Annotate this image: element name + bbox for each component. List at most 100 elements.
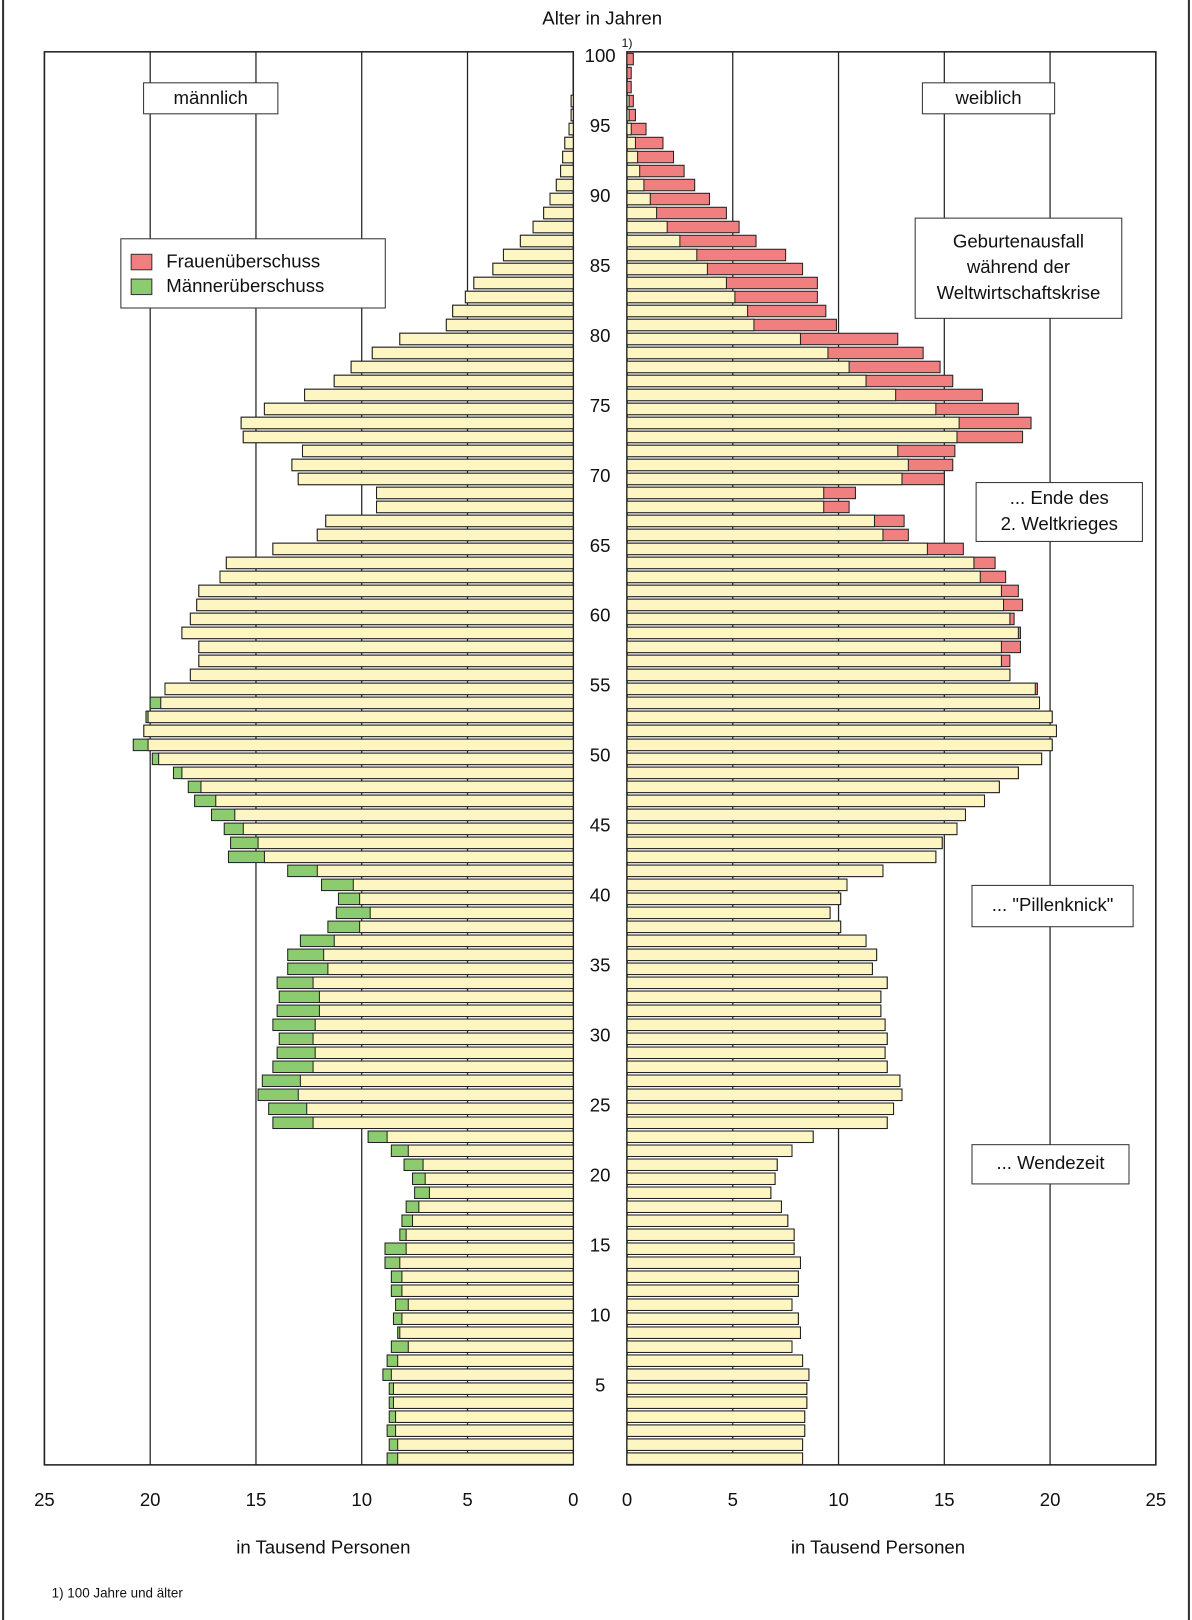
male-common-part	[422, 1158, 574, 1172]
female-common-part	[626, 668, 1011, 682]
female-common-part	[626, 780, 1000, 794]
female-common-part	[626, 430, 958, 444]
female-common-part	[626, 528, 884, 542]
female-common-part	[626, 220, 668, 234]
female-common-part	[626, 556, 975, 570]
side-label-box	[143, 82, 279, 115]
female-common-part	[626, 290, 736, 304]
male-common-part	[312, 1116, 574, 1130]
female-common-part	[626, 500, 825, 514]
female-common-part	[626, 584, 1002, 598]
male-common-part	[359, 892, 574, 906]
female-common-part	[626, 402, 937, 416]
legend-swatch	[130, 278, 153, 296]
male-common-part	[263, 402, 574, 416]
male-common-part	[306, 1102, 574, 1116]
female-common-part	[626, 864, 884, 878]
x-axis-label: in Tausend Personen	[236, 1536, 410, 1557]
male-common-part	[312, 1060, 574, 1074]
male-common-part	[445, 318, 574, 332]
age-tick-label: 75	[590, 395, 611, 416]
male-common-part	[189, 668, 574, 682]
female-common-part	[626, 542, 928, 556]
female-common-part	[626, 794, 986, 808]
male-common-part	[352, 878, 574, 892]
male-common-part	[401, 1312, 574, 1325]
side-label: weiblich	[954, 87, 1021, 108]
female-common-part	[626, 1368, 810, 1381]
age-tick-label: 70	[590, 465, 611, 486]
footnote-marker: 1)	[621, 36, 632, 50]
male-common-part	[312, 1032, 574, 1046]
female-common-part	[626, 1158, 778, 1172]
male-common-part	[316, 528, 574, 542]
male-common-part	[532, 220, 574, 234]
male-common-part	[316, 864, 574, 878]
male-common-part	[376, 486, 574, 500]
male-common-part	[200, 780, 574, 794]
age-tick-label: 25	[590, 1095, 611, 1116]
male-common-part	[147, 738, 574, 752]
female-common-part	[626, 626, 1019, 640]
female-bar	[626, 80, 632, 94]
male-common-part	[242, 822, 574, 836]
female-common-part	[626, 1144, 793, 1158]
female-common-part	[626, 360, 850, 374]
male-common-part	[418, 1200, 574, 1214]
age-tick-label: 10	[590, 1305, 611, 1326]
female-common-part	[626, 1018, 886, 1032]
female-common-part	[626, 1004, 882, 1018]
male-common-part	[215, 794, 574, 808]
legend-label: Männerüberschuss	[166, 275, 324, 296]
male-common-part	[424, 1172, 574, 1186]
male-common-part	[401, 1270, 574, 1283]
female-common-part	[626, 1326, 801, 1339]
side-label: männlich	[174, 87, 248, 108]
male-common-part	[333, 374, 574, 388]
female-common-part	[626, 906, 831, 920]
female-common-part	[626, 1046, 886, 1060]
annotation-text: Weltwirtschaftskrise	[937, 282, 1101, 303]
female-common-part	[626, 486, 825, 500]
male-common-part	[181, 626, 574, 640]
male-common-part	[392, 1382, 574, 1395]
age-tick-label: 80	[590, 325, 611, 346]
male-common-part	[399, 1256, 574, 1269]
female-common-part	[626, 850, 937, 864]
male-common-part	[386, 1130, 574, 1144]
annotation-box	[971, 1144, 1130, 1185]
male-common-part	[549, 192, 574, 206]
male-common-part	[240, 416, 574, 430]
male-common-part	[196, 598, 574, 612]
female-common-part	[626, 976, 888, 990]
female-common-part	[626, 1312, 799, 1325]
female-common-part	[626, 710, 1053, 724]
male-common-part	[564, 136, 574, 150]
age-tick-label: 55	[590, 675, 611, 696]
female-common-part	[626, 458, 909, 472]
male-common-part	[272, 542, 574, 556]
female-common-part	[626, 248, 698, 262]
male-common-part	[560, 164, 574, 178]
x-tick-label: 25	[1146, 1489, 1167, 1510]
male-common-part	[407, 1298, 574, 1311]
legend-box	[120, 238, 386, 309]
female-common-part	[626, 304, 749, 318]
female-common-part	[626, 1256, 801, 1269]
annotation-text: 2. Weltkrieges	[1001, 513, 1118, 534]
male-common-part	[405, 1242, 574, 1255]
male-common-part	[397, 1438, 574, 1451]
male-common-part	[198, 584, 574, 598]
male-common-part	[555, 178, 574, 192]
age-tick-label: 60	[590, 605, 611, 626]
x-tick-label: 20	[140, 1489, 161, 1510]
female-common-part	[626, 808, 966, 822]
female-common-part	[626, 990, 882, 1004]
x-tick-label: 25	[34, 1489, 55, 1510]
female-common-part	[626, 276, 727, 290]
x-tick-label: 5	[728, 1489, 738, 1510]
male-common-part	[401, 1284, 574, 1297]
male-common-part	[359, 920, 574, 934]
